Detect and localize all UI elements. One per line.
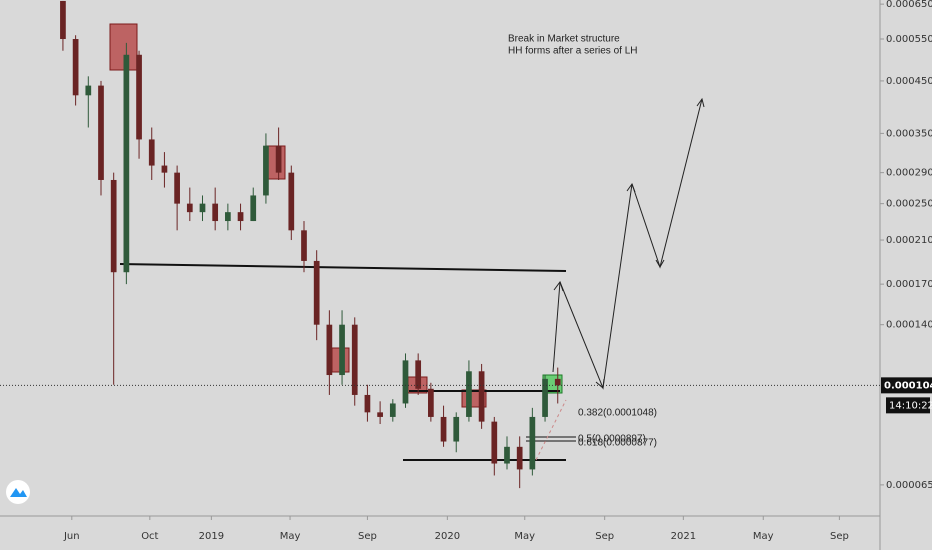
x-tick-label: May bbox=[753, 531, 774, 542]
candle-body bbox=[389, 403, 396, 417]
annotation: HH forms after a series of LH bbox=[508, 46, 637, 57]
clock-box bbox=[886, 397, 930, 414]
candle-body bbox=[123, 54, 130, 273]
candle-body bbox=[186, 203, 193, 213]
x-tick-label: Jun bbox=[63, 531, 80, 542]
supply-box bbox=[109, 23, 138, 71]
arrowhead bbox=[553, 280, 564, 292]
candle-body bbox=[263, 145, 269, 196]
candle-body bbox=[98, 85, 104, 180]
candle-body bbox=[542, 378, 548, 417]
clock-label: 14:10:22 bbox=[889, 400, 932, 411]
candle-body bbox=[85, 85, 92, 96]
arrowhead bbox=[626, 182, 636, 193]
arrowhead bbox=[595, 378, 605, 389]
projection-path bbox=[552, 98, 703, 390]
candle-body bbox=[364, 394, 371, 413]
fib-label: 0.5(0.0000897) bbox=[578, 434, 646, 445]
candle-body bbox=[275, 145, 282, 173]
candle-body bbox=[351, 324, 358, 395]
arrowhead bbox=[655, 259, 665, 269]
candle-body bbox=[199, 203, 206, 213]
x-tick-label: Oct bbox=[141, 531, 158, 542]
last-price-label: 0.0001047 bbox=[884, 380, 932, 391]
candle-body bbox=[250, 195, 257, 222]
candle-body bbox=[491, 421, 498, 464]
x-tick-label: Sep bbox=[595, 531, 614, 542]
candle-body bbox=[402, 360, 409, 404]
fib-label: 0.382(0.0001048) bbox=[578, 408, 657, 419]
annotation: Break in Market structure bbox=[508, 34, 620, 45]
candle-body bbox=[60, 0, 66, 40]
candle-body bbox=[225, 212, 231, 222]
candle-body bbox=[453, 416, 460, 442]
x-tick-label: 2019 bbox=[199, 531, 224, 542]
candle-body bbox=[440, 416, 447, 442]
candle-body bbox=[174, 172, 180, 204]
candle-body bbox=[212, 203, 219, 222]
candle-body bbox=[110, 179, 117, 273]
candle-body bbox=[301, 230, 307, 261]
candle-body bbox=[377, 412, 383, 417]
logo-mark bbox=[10, 488, 27, 497]
candle-body bbox=[161, 165, 168, 173]
fib-label: 0.618(0.0000877) bbox=[578, 438, 657, 449]
candle-body bbox=[339, 324, 345, 376]
y-tick-label: 0.0000650 bbox=[886, 480, 932, 491]
candle-body bbox=[72, 39, 79, 96]
x-tick-label: 2020 bbox=[435, 531, 460, 542]
x-tick-label: Sep bbox=[358, 531, 377, 542]
candle-body bbox=[516, 446, 523, 470]
candle-body bbox=[466, 371, 472, 417]
last-price-box bbox=[881, 377, 932, 394]
candle-body bbox=[554, 378, 561, 386]
candle-body bbox=[313, 260, 320, 325]
candle-body bbox=[136, 54, 142, 140]
x-tick-label: 2021 bbox=[671, 531, 696, 542]
fib-trend bbox=[535, 399, 567, 461]
candle-body bbox=[326, 324, 333, 376]
candle-body bbox=[478, 371, 485, 422]
candle-body bbox=[428, 388, 434, 417]
candle-body bbox=[504, 446, 510, 464]
supply-box bbox=[265, 145, 286, 180]
x-tick-label: Sep bbox=[830, 531, 849, 542]
arrowhead bbox=[696, 97, 705, 108]
candle-body bbox=[148, 139, 155, 166]
candle-body bbox=[237, 212, 244, 222]
x-tick-label: May bbox=[514, 531, 535, 542]
support-line bbox=[119, 263, 567, 272]
candle-body bbox=[529, 416, 536, 470]
candle-body bbox=[288, 172, 295, 231]
x-tick-label: May bbox=[280, 531, 301, 542]
candle-body bbox=[415, 360, 422, 389]
